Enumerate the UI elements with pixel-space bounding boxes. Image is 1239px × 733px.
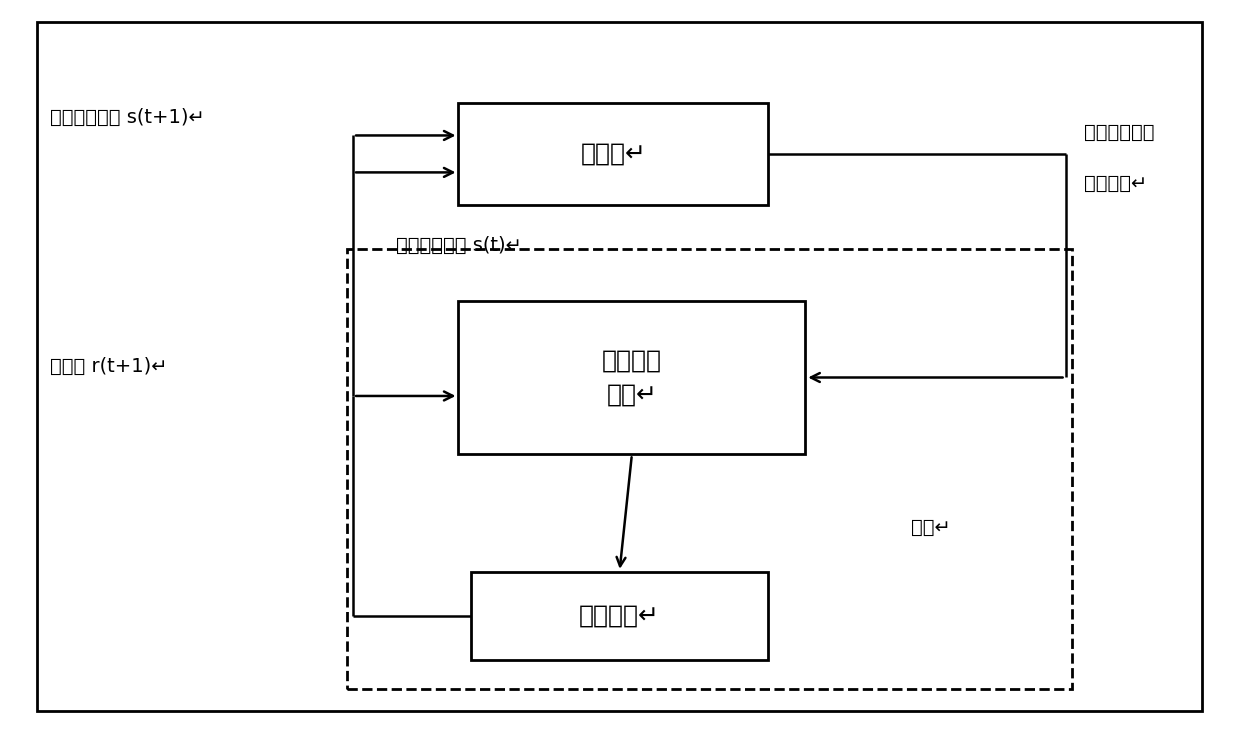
Text: 回报值 r(t+1)↵: 回报值 r(t+1)↵ [50,357,167,376]
Bar [458,103,768,205]
Text: 动作（演化算: 动作（演化算 [1084,122,1155,141]
Text: 当前时刻状态 s(t)↵: 当前时刻状态 s(t)↵ [396,236,523,255]
Text: 差分演化
算法↵: 差分演化 算法↵ [602,349,662,406]
Text: 优化问题↵: 优化问题↵ [579,604,660,627]
Bar [347,249,1072,689]
Text: 环境↵: 环境↵ [911,518,950,537]
Bar [471,572,768,660]
Text: 法参数）↵: 法参数）↵ [1084,174,1147,193]
Bar [458,301,805,454]
Text: 智能体↵: 智能体↵ [580,142,647,166]
Text: 下一时刻状态 s(t+1)↵: 下一时刻状态 s(t+1)↵ [50,108,204,127]
